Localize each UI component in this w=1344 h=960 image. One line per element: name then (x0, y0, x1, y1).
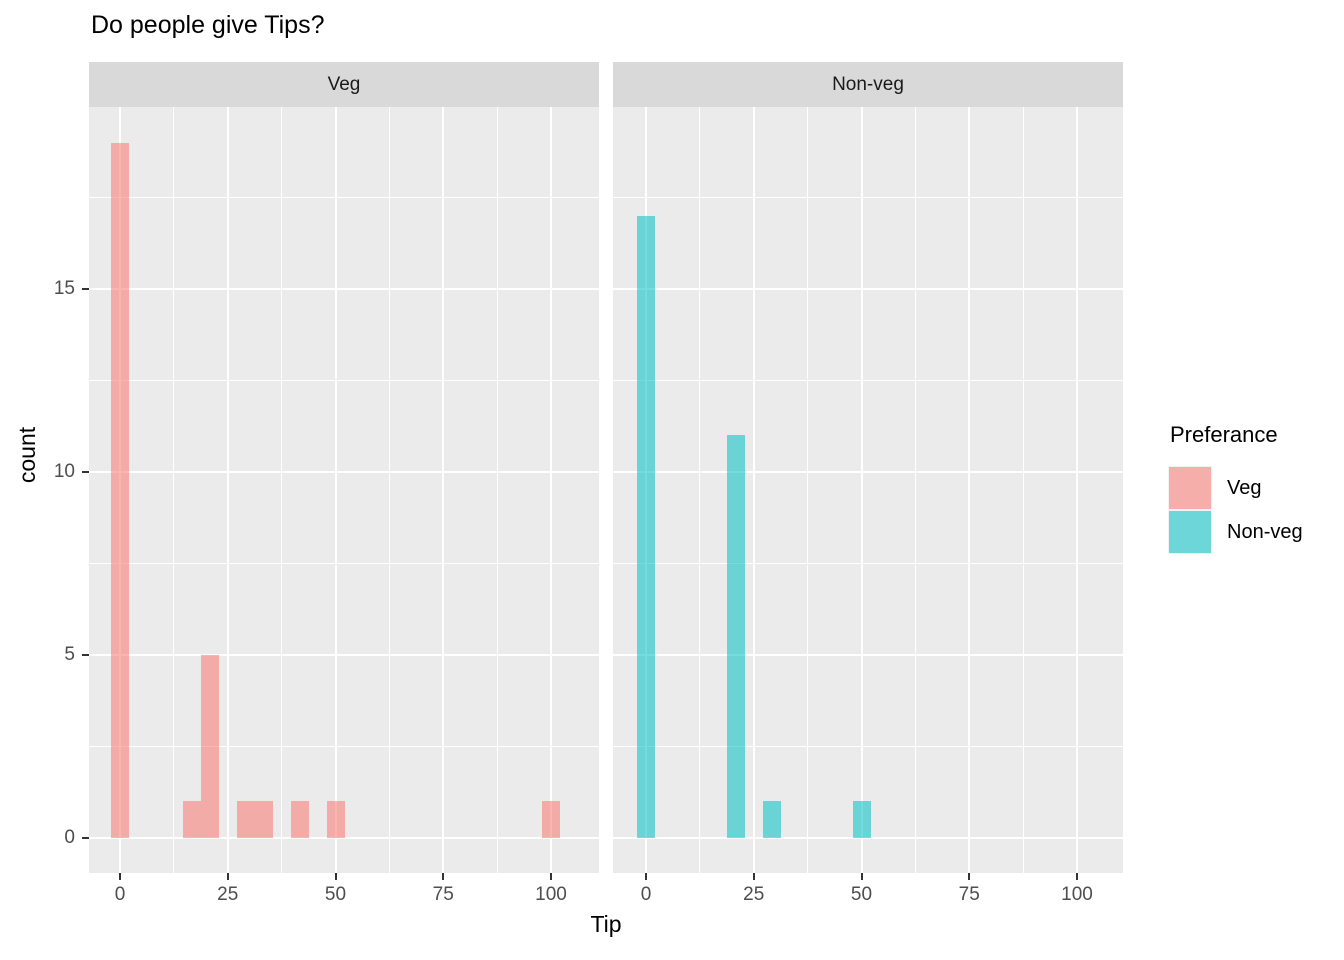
gridline-y-major (89, 288, 599, 290)
facet-strip: Veg (89, 62, 599, 107)
gridline-x-minor (699, 107, 701, 873)
y-tick-label: 15 (53, 278, 75, 299)
facet-strip-label: Veg (327, 73, 361, 95)
y-axis-title: count (14, 426, 40, 484)
x-tick-label: 50 (850, 884, 873, 905)
facet-panel (89, 107, 599, 873)
x-tick-label: 100 (535, 884, 567, 905)
gridline-y-major (613, 288, 1123, 290)
x-tick-mark (752, 873, 755, 880)
x-tick-mark (226, 873, 229, 880)
legend-label: Non-veg (1227, 521, 1303, 543)
x-tick-label: 75 (958, 884, 980, 905)
histogram-bar (182, 801, 201, 838)
legend-swatch-veg (1169, 467, 1211, 509)
gridline-y-minor (613, 197, 1123, 198)
histogram-bar (542, 801, 560, 838)
x-tick-mark (334, 873, 337, 880)
y-tick-label: 10 (53, 461, 75, 482)
histogram-bar (111, 142, 129, 838)
legend-swatch-non-veg (1169, 511, 1211, 553)
x-axis-title: Tip (590, 911, 622, 937)
gridline-x-minor (173, 107, 175, 873)
gridline-x-minor (281, 107, 283, 873)
histogram-bar (726, 435, 745, 838)
x-tick-mark (119, 873, 121, 880)
gridline-y-minor (89, 197, 599, 198)
x-tick-mark (968, 873, 971, 880)
gridline-x-major (968, 107, 971, 873)
gridline-y-minor (613, 563, 1123, 564)
histogram-bar (852, 801, 871, 838)
gridline-y-minor (613, 746, 1123, 747)
legend-key (1168, 466, 1212, 510)
gridline-x-major (226, 107, 229, 873)
y-tick-mark (82, 288, 89, 290)
gridline-y-major (89, 654, 599, 656)
y-tick-mark (82, 654, 89, 656)
gridline-x-major (550, 107, 552, 873)
x-tick-label: 75 (432, 884, 454, 905)
histogram-bar (762, 801, 781, 838)
histogram-bar (254, 801, 273, 838)
histogram-bar (200, 655, 219, 838)
x-tick-label: 25 (217, 884, 239, 905)
histogram-bar (637, 215, 655, 838)
gridline-y-minor (89, 563, 599, 564)
gridline-x-major (334, 107, 337, 873)
gridline-x-major (752, 107, 755, 873)
gridline-y-minor (89, 746, 599, 747)
gridline-x-minor (914, 107, 916, 873)
gridline-x-minor (388, 107, 390, 873)
gridline-y-minor (89, 380, 599, 381)
legend-title: Preferance (1170, 422, 1278, 447)
gridline-y-minor (613, 380, 1123, 381)
gridline-x-major (442, 107, 445, 873)
gridline-y-major (613, 837, 1123, 839)
x-tick-mark (1076, 873, 1078, 880)
histogram-bar (326, 801, 345, 838)
x-tick-label: 25 (743, 884, 765, 905)
x-tick-mark (645, 873, 647, 880)
x-tick-label: 100 (1061, 884, 1093, 905)
x-tick-label: 0 (640, 884, 652, 905)
x-tick-label: 0 (114, 884, 126, 905)
facet-strip: Non-veg (613, 62, 1123, 107)
histogram-bar (290, 801, 309, 838)
gridline-x-minor (807, 107, 809, 873)
x-tick-mark (442, 873, 445, 880)
gridline-y-major (613, 471, 1123, 473)
gridline-y-major (89, 471, 599, 473)
gridline-x-minor (496, 107, 498, 873)
chart-title: Do people give Tips? (91, 11, 325, 39)
x-tick-mark (860, 873, 863, 880)
gridline-y-major (89, 837, 599, 839)
legend-key (1168, 510, 1212, 554)
histogram-bar (236, 801, 255, 838)
facet-strip-label: Non-veg (832, 73, 904, 95)
y-tick-mark (82, 837, 89, 839)
gridline-x-major (860, 107, 863, 873)
gridline-x-minor (1022, 107, 1024, 873)
x-tick-mark (550, 873, 552, 880)
x-tick-label: 50 (324, 884, 347, 905)
gridline-y-major (613, 654, 1123, 656)
legend-label: Veg (1227, 477, 1262, 499)
facet-panel (613, 107, 1123, 873)
gridline-x-major (1076, 107, 1078, 873)
y-tick-label: 5 (64, 644, 75, 665)
y-tick-mark (82, 471, 89, 473)
y-tick-label: 0 (64, 827, 75, 848)
